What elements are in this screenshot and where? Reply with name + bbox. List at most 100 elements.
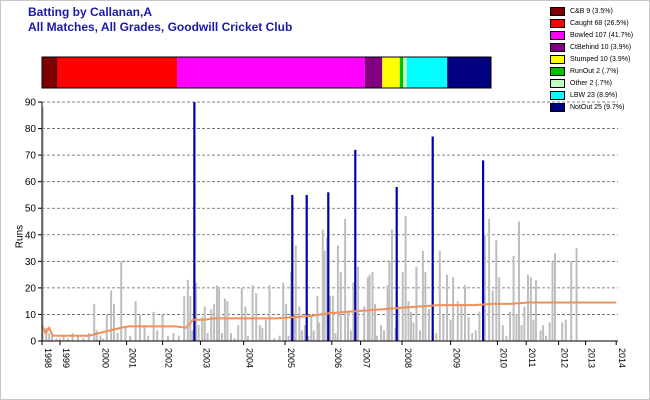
legend-label: Other 2 (.7%) (570, 80, 613, 87)
dismissal-segment-other (403, 57, 407, 88)
innings-bar (383, 330, 385, 341)
innings-bar (134, 301, 137, 341)
innings-bar (495, 240, 498, 341)
legend-swatch (550, 67, 565, 76)
x-tick-label: 2003 (201, 348, 211, 368)
not-out-bar (291, 194, 294, 341)
legend-item: RunOut 2 (.7%) (550, 66, 633, 77)
innings-bar (554, 253, 556, 341)
innings-bar (523, 306, 526, 341)
innings-bar (512, 256, 515, 341)
innings-bar (483, 234, 486, 341)
innings-bar (102, 338, 105, 341)
innings-bar (575, 248, 578, 341)
innings-bar (467, 317, 470, 341)
y-tick-label: 80 (25, 124, 37, 135)
y-axis-label: Runs (14, 224, 26, 249)
innings-bar (210, 309, 213, 341)
innings-bar (273, 338, 276, 341)
legend-swatch (550, 19, 565, 28)
legend-label: CtBehind 10 (3.9%) (570, 44, 632, 51)
innings-bar (446, 274, 448, 341)
legend-item: Bowled 107 (41.7%) (550, 30, 633, 41)
innings-bar (62, 335, 65, 341)
innings-bar (124, 327, 127, 341)
y-tick-label: 20 (25, 283, 37, 294)
innings-bar (488, 218, 491, 341)
x-tick-label: 2004 (245, 348, 255, 368)
innings-bar (287, 335, 290, 341)
x-tick-label: 2000 (101, 348, 111, 368)
x-tick-label: 2011 (527, 348, 537, 367)
dismissal-segment-bowled (177, 57, 365, 88)
innings-bar (561, 322, 564, 341)
innings-bar (113, 303, 115, 341)
innings-bar (293, 314, 295, 341)
legend-item: LBW 23 (8.9%) (550, 90, 633, 101)
innings-bar (51, 335, 54, 341)
innings-bar (386, 285, 389, 341)
x-tick-label: 2014 (617, 348, 627, 368)
innings-bar (177, 335, 180, 341)
innings-bar (161, 314, 164, 341)
innings-bar (261, 327, 264, 341)
dismissal-bar-border (41, 56, 492, 89)
innings-bar (452, 277, 455, 341)
innings-bar (268, 285, 271, 341)
y-tick-label: 90 (25, 98, 37, 109)
innings-bar (110, 290, 113, 341)
innings-bar (329, 295, 331, 341)
innings-bar (77, 335, 79, 341)
innings-bar (255, 293, 258, 341)
innings-bar (167, 335, 169, 341)
innings-bar (366, 277, 369, 341)
innings-bar (99, 335, 102, 341)
innings-bar (183, 295, 186, 341)
innings-bar (71, 333, 74, 341)
x-tick-label: 2006 (333, 348, 343, 368)
innings-bar (312, 330, 315, 341)
innings-bar (532, 319, 535, 341)
innings-bar (258, 325, 261, 341)
innings-bar (45, 327, 48, 341)
innings-bar (300, 330, 303, 341)
innings-bar (251, 285, 254, 341)
x-tick-label: 2009 (452, 348, 462, 368)
innings-bar (195, 282, 198, 341)
innings-bar (218, 287, 221, 341)
not-out-bar (305, 194, 308, 341)
innings-bar (449, 319, 452, 341)
innings-bar (527, 274, 529, 341)
innings-bar (203, 306, 206, 341)
y-tick-label: 70 (25, 151, 37, 162)
innings-bar (501, 325, 504, 341)
innings-bar (331, 295, 334, 341)
innings-bar (230, 333, 232, 341)
innings-bar (226, 301, 229, 341)
legend-label: C&B 9 (3.5%) (570, 8, 613, 15)
not-out-bar (327, 192, 330, 341)
not-out-bar (193, 102, 196, 341)
legend-item: Caught 68 (26.5%) (550, 18, 633, 29)
innings-bar (294, 245, 297, 341)
innings-bar (390, 229, 393, 341)
innings-bar (213, 303, 216, 341)
legend-swatch (550, 7, 565, 16)
innings-bar (290, 271, 293, 341)
innings-bar (206, 333, 209, 341)
innings-bar (478, 311, 481, 341)
innings-bar (197, 325, 200, 341)
legend-swatch (550, 103, 565, 112)
legend-swatch (550, 79, 565, 88)
innings-bar (397, 306, 400, 341)
innings-bar (285, 303, 288, 341)
innings-bar (221, 333, 223, 341)
innings-bar (464, 285, 466, 341)
innings-bar (570, 261, 573, 341)
innings-bar (419, 330, 421, 341)
x-tick-label: 2010 (498, 348, 508, 368)
innings-bar (41, 107, 44, 341)
innings-bar (82, 338, 85, 341)
legend-label: LBW 23 (8.9%) (570, 92, 618, 99)
innings-bar (498, 277, 501, 341)
